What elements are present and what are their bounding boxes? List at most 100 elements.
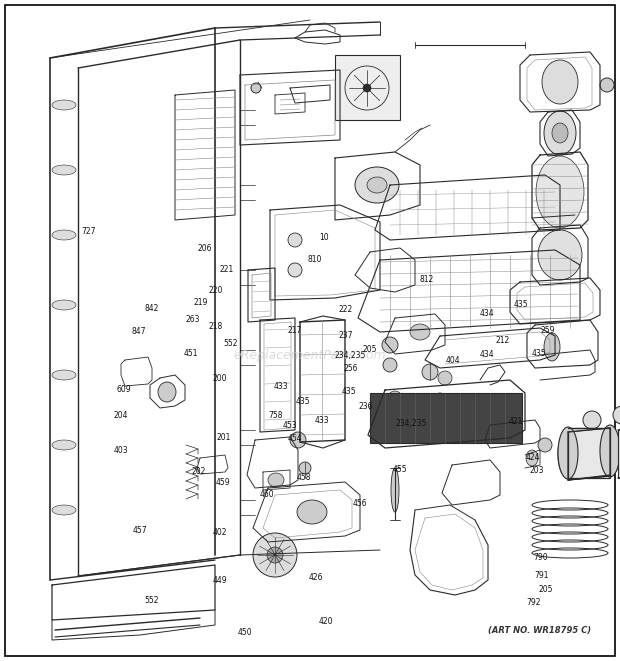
Ellipse shape: [363, 84, 371, 92]
Ellipse shape: [268, 473, 284, 487]
Text: 218: 218: [209, 322, 223, 331]
Ellipse shape: [583, 411, 601, 429]
Text: 204: 204: [113, 410, 128, 420]
Text: 403: 403: [113, 446, 128, 455]
Ellipse shape: [544, 333, 560, 361]
Ellipse shape: [253, 533, 297, 577]
Ellipse shape: [267, 547, 283, 563]
Text: 205: 205: [538, 585, 553, 594]
Text: 205: 205: [363, 344, 378, 354]
Ellipse shape: [52, 300, 76, 310]
Ellipse shape: [52, 165, 76, 175]
Bar: [335, 55, 400, 120]
Text: 434: 434: [479, 309, 494, 319]
Text: 234,235: 234,235: [335, 351, 366, 360]
Ellipse shape: [558, 430, 578, 478]
Text: 421: 421: [508, 417, 523, 426]
Text: eReplacementParts.com: eReplacementParts.com: [234, 348, 386, 362]
Text: 842: 842: [144, 304, 159, 313]
Text: 206: 206: [197, 244, 212, 253]
Text: 237: 237: [339, 330, 353, 340]
Ellipse shape: [52, 440, 76, 450]
Ellipse shape: [383, 358, 397, 372]
Text: 426: 426: [309, 572, 324, 582]
Ellipse shape: [536, 156, 584, 228]
Ellipse shape: [297, 500, 327, 524]
Text: 812: 812: [420, 275, 433, 284]
Text: 222: 222: [339, 305, 353, 314]
Text: 454: 454: [287, 434, 302, 443]
Text: 460: 460: [259, 490, 274, 499]
Ellipse shape: [382, 337, 398, 353]
Text: 458: 458: [296, 473, 311, 483]
Text: 203: 203: [529, 466, 544, 475]
Ellipse shape: [299, 462, 311, 474]
Text: 449: 449: [213, 576, 228, 585]
Ellipse shape: [158, 382, 176, 402]
Ellipse shape: [367, 177, 387, 193]
Text: 221: 221: [219, 265, 233, 274]
Ellipse shape: [600, 428, 620, 476]
Text: 10: 10: [319, 233, 329, 243]
Ellipse shape: [251, 83, 261, 93]
Ellipse shape: [438, 371, 452, 385]
Bar: [568, 428, 610, 478]
Text: 220: 220: [208, 286, 223, 295]
Text: 217: 217: [287, 326, 302, 335]
Text: 402: 402: [213, 527, 228, 537]
Text: 457: 457: [132, 526, 147, 535]
Ellipse shape: [613, 406, 620, 424]
Text: 435: 435: [532, 349, 547, 358]
Ellipse shape: [370, 400, 386, 416]
Ellipse shape: [388, 391, 402, 405]
Text: 455: 455: [392, 465, 407, 474]
Text: 451: 451: [184, 349, 198, 358]
Ellipse shape: [538, 438, 552, 452]
Text: 792: 792: [526, 598, 541, 607]
Text: 256: 256: [343, 364, 358, 373]
Bar: [370, 393, 522, 443]
Text: 456: 456: [352, 499, 367, 508]
Text: 434: 434: [479, 350, 494, 359]
Ellipse shape: [538, 230, 582, 280]
Text: 847: 847: [131, 327, 146, 336]
Text: 450: 450: [237, 628, 252, 637]
Text: 552: 552: [144, 596, 159, 605]
Ellipse shape: [526, 450, 538, 466]
Ellipse shape: [544, 111, 576, 155]
Text: 435: 435: [295, 397, 310, 406]
Ellipse shape: [52, 230, 76, 240]
Ellipse shape: [288, 233, 302, 247]
Text: 420: 420: [318, 617, 333, 626]
Ellipse shape: [288, 263, 302, 277]
Ellipse shape: [558, 427, 578, 479]
Ellipse shape: [552, 123, 568, 143]
Text: 200: 200: [212, 373, 227, 383]
Text: 219: 219: [193, 297, 208, 307]
Text: 433: 433: [273, 382, 288, 391]
Ellipse shape: [600, 425, 620, 477]
Text: 609: 609: [117, 385, 131, 395]
Ellipse shape: [52, 100, 76, 110]
Text: 791: 791: [534, 571, 549, 580]
Text: 201: 201: [216, 433, 231, 442]
Ellipse shape: [52, 370, 76, 380]
Text: 424: 424: [526, 453, 541, 462]
Text: 727: 727: [81, 227, 96, 236]
Text: 453: 453: [282, 420, 297, 430]
Text: 236: 236: [358, 402, 373, 411]
Ellipse shape: [355, 167, 399, 203]
Text: 790: 790: [533, 553, 548, 562]
Ellipse shape: [52, 505, 76, 515]
Text: 263: 263: [185, 315, 200, 324]
Text: 758: 758: [268, 411, 283, 420]
Text: 234,235: 234,235: [396, 418, 427, 428]
Text: 212: 212: [495, 336, 509, 345]
Bar: [618, 430, 620, 478]
Ellipse shape: [422, 364, 438, 380]
Ellipse shape: [542, 60, 578, 104]
Text: 202: 202: [191, 467, 206, 476]
Ellipse shape: [600, 78, 614, 92]
Ellipse shape: [391, 468, 399, 512]
Text: 435: 435: [341, 387, 356, 396]
